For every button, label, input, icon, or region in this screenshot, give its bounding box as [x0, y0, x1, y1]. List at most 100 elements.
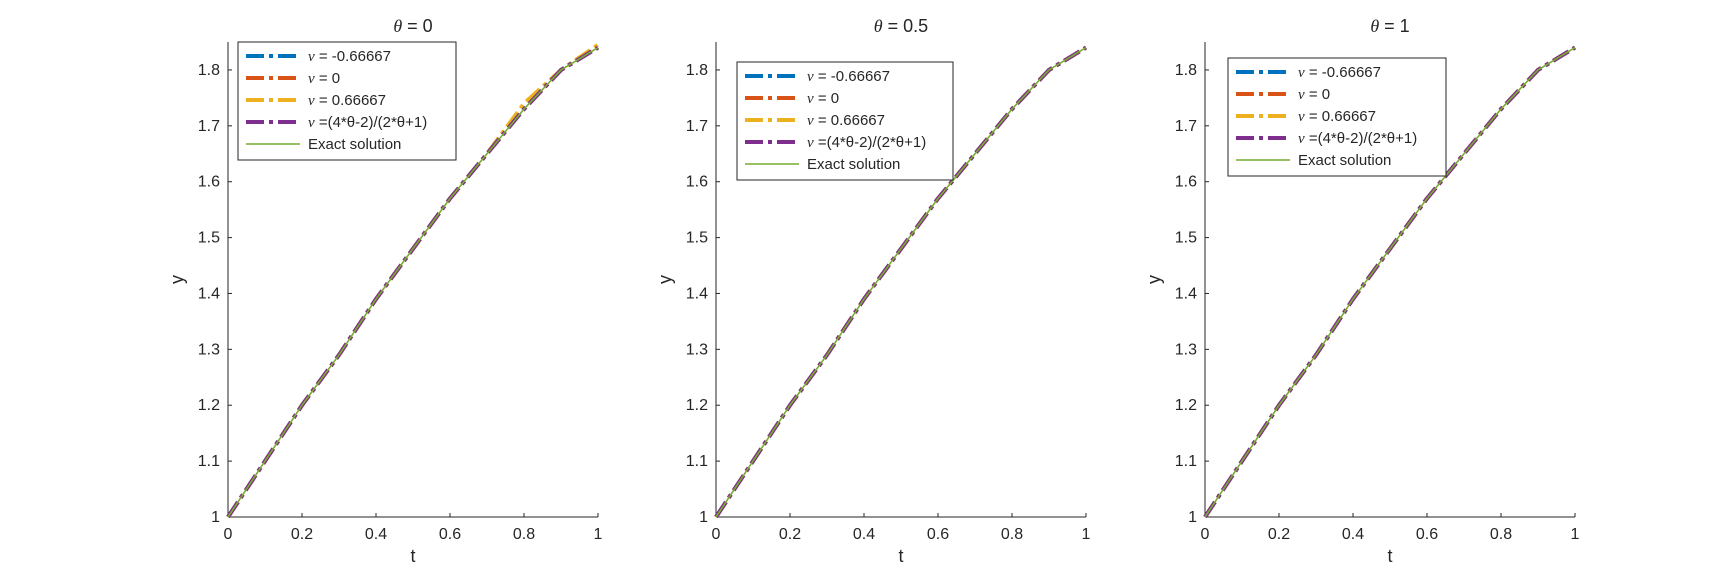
legend-entry: ν =(4*θ-2)/(2*θ+1) [308, 114, 427, 131]
x-axis-label: t [1387, 546, 1392, 566]
legend-entry: ν = 0.66667 [308, 92, 386, 109]
legend-entry: ν = -0.66667 [807, 68, 890, 85]
y-tick-label: 1.6 [1175, 174, 1197, 191]
legend-entry: ν =(4*θ-2)/(2*θ+1) [1298, 130, 1417, 147]
legend-label: = 0.66667 [814, 112, 885, 129]
x-tick-label: 0.2 [1268, 526, 1290, 543]
x-tick-label: 0 [712, 526, 721, 543]
y-tick-label: 1.8 [198, 62, 220, 79]
x-tick-label: 0.6 [927, 526, 949, 543]
y-tick-label: 1.6 [198, 174, 220, 191]
x-tick-label: 0.8 [1001, 526, 1023, 543]
legend-symbol: ν [1298, 65, 1305, 81]
series-line-5 [227, 46, 599, 518]
y-tick-label: 1.5 [686, 230, 708, 247]
legend-entry: ν = 0 [1298, 86, 1330, 103]
legend-entry: ν = 0 [807, 90, 839, 107]
x-axis-label: t [410, 546, 415, 566]
x-tick-label: 0 [1201, 526, 1210, 543]
y-tick-label: 1.1 [198, 453, 220, 470]
y-tick-label: 1.4 [198, 285, 220, 302]
y-tick-label: 1.5 [1175, 230, 1197, 247]
y-tick-label: 1.5 [198, 230, 220, 247]
legend-label: = 0.66667 [315, 92, 386, 109]
legend-symbol: ν [1298, 87, 1305, 103]
y-tick-label: 1 [1188, 509, 1197, 526]
legend-label: Exact solution [807, 156, 900, 173]
legend-label: Exact solution [1298, 152, 1391, 169]
chart-panel-2: 0 0.2 0.4 0.6 0.8 1 1 1.1 1.2 1.3 1.4 1.5 1.6 1.7 1.8 t… [655, 16, 1091, 566]
x-tick-label: 1 [594, 526, 603, 543]
y-tick-label: 1.2 [198, 397, 220, 414]
chart-title: θ = 1 [1370, 16, 1409, 36]
x-tick-label: 0 [224, 526, 233, 543]
legend-symbol: ν [807, 113, 814, 129]
legend-label: Exact solution [308, 136, 401, 153]
legend-entry: Exact solution [308, 136, 401, 153]
chart-panel-3: 0 0.2 0.4 0.6 0.8 1 1 1.1 1.2 1.3 1.4 1.5 1.6 1.7 1.8 t… [1144, 16, 1580, 566]
legend-entry: Exact solution [1298, 152, 1391, 169]
y-tick-label: 1 [211, 509, 220, 526]
legend-label: = 0 [1305, 86, 1330, 103]
y-tick-label: 1.7 [198, 118, 220, 135]
x-tick-label: 0.2 [779, 526, 801, 543]
legend-label: = -0.66667 [814, 68, 890, 85]
legend-symbol: ν [308, 71, 315, 87]
x-tick-label: 0.2 [291, 526, 313, 543]
x-tick-label: 0.4 [853, 526, 875, 543]
legend-symbol: ν [308, 49, 315, 65]
legend-label: =(4*θ-2)/(2*θ+1) [315, 114, 428, 131]
chart-panel-1: 0 0.2 0.4 0.6 0.8 1 1 1.1 1.2 1.3 1.4 1.5 1.6 1.7 1.8 t… [167, 16, 603, 566]
title-value: = 0.5 [883, 16, 929, 36]
x-axis-label: t [898, 546, 903, 566]
y-tick-label: 1.3 [198, 341, 220, 358]
legend-symbol: ν [807, 69, 814, 85]
series-line-5 [715, 46, 1087, 518]
legend-box [237, 41, 457, 161]
y-axis-label: y [167, 275, 187, 284]
x-tick-label: 0.6 [439, 526, 461, 543]
y-tick-label: 1.4 [686, 285, 708, 302]
legend-box [736, 61, 954, 181]
x-tick-label: 0.8 [513, 526, 535, 543]
y-tick-label: 1.3 [686, 341, 708, 358]
legend-entry: ν = -0.66667 [308, 48, 391, 65]
y-tick-label: 1.8 [1175, 62, 1197, 79]
legend-entry: ν = 0.66667 [807, 112, 885, 129]
x-tick-label: 0.8 [1490, 526, 1512, 543]
legend-entry: ν = 0 [308, 70, 340, 87]
legend-label: = -0.66667 [315, 48, 391, 65]
y-tick-label: 1.2 [1175, 397, 1197, 414]
x-tick-label: 1 [1571, 526, 1580, 543]
y-tick-label: 1.6 [686, 174, 708, 191]
chart-title: θ = 0.5 [874, 16, 928, 36]
y-tick-label: 1.1 [1175, 453, 1197, 470]
y-tick-label: 1.7 [686, 118, 708, 135]
x-tick-label: 0.4 [365, 526, 387, 543]
x-tick-label: 0.4 [1342, 526, 1364, 543]
title-symbol: θ [393, 16, 402, 36]
legend-entry: ν =(4*θ-2)/(2*θ+1) [807, 134, 926, 151]
y-axis-label: y [655, 275, 675, 284]
y-tick-label: 1.7 [1175, 118, 1197, 135]
legend-symbol: ν [1298, 109, 1305, 125]
legend-symbol: ν [807, 135, 814, 151]
y-tick-label: 1.4 [1175, 285, 1197, 302]
y-tick-label: 1 [699, 509, 708, 526]
legend-symbol: ν [1298, 131, 1305, 147]
x-tick-label: 1 [1082, 526, 1091, 543]
legend-label: = 0.66667 [1305, 108, 1376, 125]
legend-label: = 0 [814, 90, 839, 107]
legend-label: = 0 [315, 70, 340, 87]
legend-entry: Exact solution [807, 156, 900, 173]
legend-label: =(4*θ-2)/(2*θ+1) [814, 134, 927, 151]
title-symbol: θ [1370, 16, 1379, 36]
legend-symbol: ν [308, 115, 315, 131]
legend-symbol: ν [308, 93, 315, 109]
y-axis-label: y [1144, 275, 1164, 284]
y-tick-label: 1.3 [1175, 341, 1197, 358]
legend-entry: ν = 0.66667 [1298, 108, 1376, 125]
title-symbol: θ [874, 16, 883, 36]
legend-symbol: ν [807, 91, 814, 107]
